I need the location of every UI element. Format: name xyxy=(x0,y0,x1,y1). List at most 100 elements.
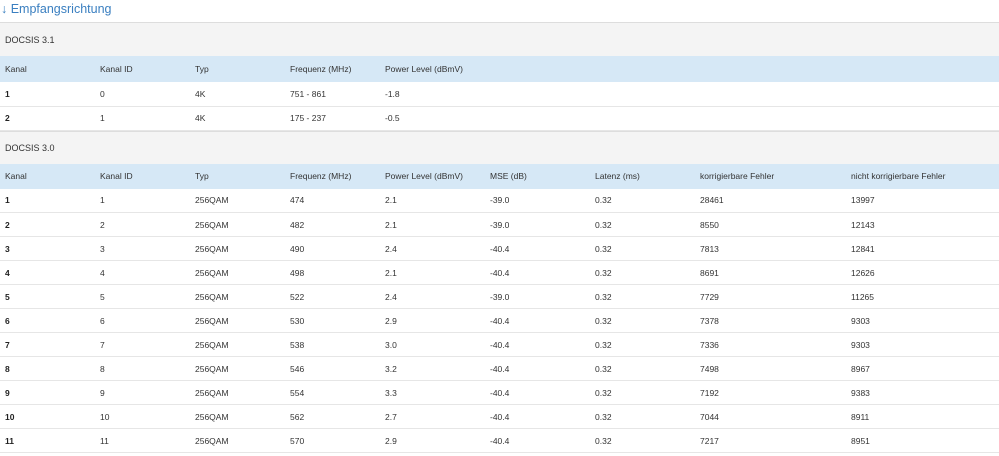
docsis30-table-cell: 2.9 xyxy=(385,435,397,446)
docsis30-table-cell: 7498 xyxy=(700,363,719,374)
docsis30-table-cell: 11 xyxy=(100,435,109,446)
docsis31-table-cell: 175 - 237 xyxy=(290,113,326,123)
docsis30-table-cell: 7336 xyxy=(700,339,719,350)
docsis30-table-cell: -40.4 xyxy=(490,387,510,398)
docsis30-table-cell: 256QAM xyxy=(195,267,229,278)
docsis31-table-row: 2 1 4K 175 - 237 -0.5 xyxy=(0,106,999,130)
docsis30-table-cell: 2.1 xyxy=(385,195,397,206)
docsis30-table-cell: 0.32 xyxy=(595,243,612,254)
docsis30-table-cell: 9 xyxy=(5,387,10,398)
docsis30-table-cell: 0.32 xyxy=(595,363,612,374)
docsis30-table-cell: 0.32 xyxy=(595,267,612,278)
docsis30-column-header: Typ xyxy=(195,171,209,181)
docsis30-table-cell: 8967 xyxy=(851,363,870,374)
docsis31-table-cell: -0.5 xyxy=(385,113,400,123)
docsis30-table-cell: 554 xyxy=(290,387,305,398)
docsis30-table-cell: 8951 xyxy=(851,435,870,446)
docsis31-table: Kanal Kanal ID Typ Frequenz (MHz) Power Leve… xyxy=(0,56,999,131)
docsis30-table-cell: 474 xyxy=(290,195,305,206)
docsis30-table-cell: 12841 xyxy=(851,243,875,254)
docsis30-table-cell: 7 xyxy=(5,339,10,350)
docsis30-table-cell: 7192 xyxy=(700,387,719,398)
docsis30-table-cell: 13997 xyxy=(851,195,875,206)
docsis30-table-cell: -40.4 xyxy=(490,243,510,254)
docsis30-table-cell: 3 xyxy=(5,243,10,254)
docsis30-table-cell: 8 xyxy=(5,363,10,374)
docsis30-table-cell: 490 xyxy=(290,243,305,254)
docsis30-table-cell: 2.4 xyxy=(385,291,397,302)
docsis31-table-cell: 4K xyxy=(195,113,206,123)
docsis30-table-row: 11 11 256QAM 570 2.9 -40.4 0.32 7217 8951 xyxy=(0,429,999,453)
docsis30-table-row: 8 8 256QAM 546 3.2 -40.4 0.32 7498 8967 xyxy=(0,357,999,381)
docsis30-table-cell: 1 xyxy=(100,195,105,206)
docsis30-table-cell: 256QAM xyxy=(195,291,229,302)
docsis30-table-row: 5 5 256QAM 522 2.4 -39.0 0.32 7729 11265 xyxy=(0,285,999,309)
docsis30-table-cell: 4 xyxy=(100,267,105,278)
docsis30-table-cell: -40.4 xyxy=(490,435,510,446)
docsis31-table-cell: 2 xyxy=(5,113,10,123)
docsis30-table-cell: 8550 xyxy=(700,219,719,230)
docsis30-table-cell: 256QAM xyxy=(195,363,229,374)
docsis30-table-cell: 10 xyxy=(5,411,15,422)
docsis31-table-row: 1 0 4K 751 - 861 -1.8 xyxy=(0,82,999,106)
docsis30-table-cell: 7729 xyxy=(700,291,719,302)
docsis30-table-cell: 9383 xyxy=(851,387,870,398)
docsis30-table-cell: 11 xyxy=(5,435,14,446)
docsis30-table-cell: -39.0 xyxy=(490,219,510,230)
docsis30-table-cell: 2.1 xyxy=(385,219,397,230)
docsis30-table-cell: 3.0 xyxy=(385,339,397,350)
docsis30-column-header: Kanal xyxy=(5,171,27,181)
docsis31-column-header: Typ xyxy=(195,64,209,74)
docsis30-table-cell: 2.1 xyxy=(385,267,397,278)
docsis30-table-cell: 482 xyxy=(290,219,305,230)
docsis30-table-cell: 0.32 xyxy=(595,435,612,446)
docsis31-header-row: Kanal Kanal ID Typ Frequenz (MHz) Power Leve… xyxy=(0,56,999,82)
docsis30-table-cell: 546 xyxy=(290,363,305,374)
docsis31-column-header: Kanal xyxy=(5,64,27,74)
downstream-heading: ↓ Empfangsrichtung xyxy=(1,2,112,16)
docsis30-table-cell: 256QAM xyxy=(195,411,229,422)
docsis30-table-cell: 0.32 xyxy=(595,195,612,206)
docsis30-table-cell: 7 xyxy=(100,339,105,350)
docsis30-table: Kanal Kanal ID Typ Frequenz (MHz) Power Leve… xyxy=(0,163,999,454)
docsis30-table-cell: 256QAM xyxy=(195,315,229,326)
docsis30-column-header: nicht korrigierbare Fehler xyxy=(851,171,946,181)
docsis30-header-row: Kanal Kanal ID Typ Frequenz (MHz) Power Leve… xyxy=(0,163,999,189)
docsis30-table-cell: 2.7 xyxy=(385,411,397,422)
docsis30-table-cell: 2.9 xyxy=(385,315,397,326)
docsis30-table-cell: 0.32 xyxy=(595,219,612,230)
docsis30-table-cell: 256QAM xyxy=(195,387,229,398)
docsis30-table-cell: 2.4 xyxy=(385,243,397,254)
docsis30-table-cell: 538 xyxy=(290,339,305,350)
docsis30-table-cell: 7217 xyxy=(700,435,719,446)
docsis30-table-cell: 1 xyxy=(5,195,10,206)
docsis31-column-header: Kanal ID xyxy=(100,64,133,74)
docsis30-table-cell: 256QAM xyxy=(195,435,229,446)
docsis30-table-cell: 256QAM xyxy=(195,339,229,350)
docsis30-table-cell: 6 xyxy=(100,315,105,326)
docsis30-table-row: 9 9 256QAM 554 3.3 -40.4 0.32 7192 9383 xyxy=(0,381,999,405)
docsis30-table-cell: 7044 xyxy=(700,411,719,422)
docsis30-table-row: 10 10 256QAM 562 2.7 -40.4 0.32 7044 8911 xyxy=(0,405,999,429)
docsis30-table-cell: 570 xyxy=(290,435,305,446)
docsis31-column-header: Power Level (dBmV) xyxy=(385,64,463,74)
docsis30-table-cell: 10 xyxy=(100,411,110,422)
docsis30-table-cell: 12626 xyxy=(851,267,875,278)
docsis30-table-row: 4 4 256QAM 498 2.1 -40.4 0.32 8691 12626 xyxy=(0,261,999,285)
docsis30-column-header: Latenz (ms) xyxy=(595,171,640,181)
docsis31-table-cell: 4K xyxy=(195,88,206,99)
docsis30-table-cell: 562 xyxy=(290,411,305,422)
docsis30-table-cell: 0.32 xyxy=(595,315,612,326)
docsis30-table-cell: -40.4 xyxy=(490,411,510,422)
docsis30-table-row: 7 7 256QAM 538 3.0 -40.4 0.32 7336 9303 xyxy=(0,333,999,357)
docsis30-table-row: 1 1 256QAM 474 2.1 -39.0 0.32 28461 13997 xyxy=(0,189,999,213)
docsis30-column-header: korrigierbare Fehler xyxy=(700,171,775,181)
docsis30-table-cell: 28461 xyxy=(700,195,724,206)
docsis30-table-cell: 3 xyxy=(100,243,105,254)
docsis30-table-cell: 3.2 xyxy=(385,363,397,374)
docsis30-table-cell: 0.32 xyxy=(595,291,612,302)
docsis30-table-cell: -40.4 xyxy=(490,339,510,350)
docsis30-table-cell: -39.0 xyxy=(490,291,510,302)
docsis30-table-cell: 4 xyxy=(5,267,10,278)
docsis30-table-cell: 11265 xyxy=(851,291,875,302)
